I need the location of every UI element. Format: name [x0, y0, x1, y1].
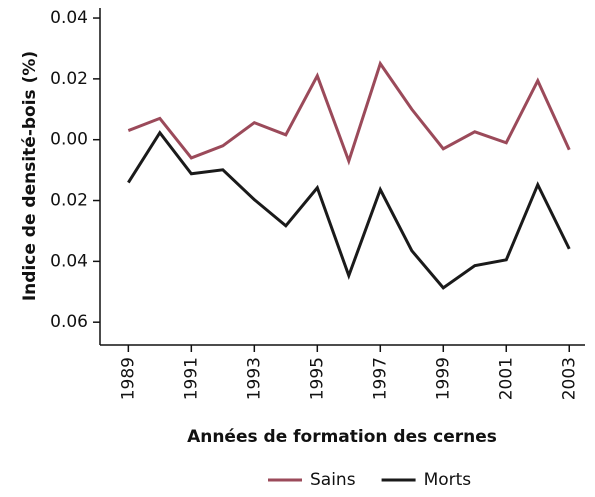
y-tick-label: 0.06	[50, 312, 88, 332]
x-axis-title: Années de formation des cernes	[187, 427, 497, 447]
x-tick-label: 1989	[118, 357, 138, 400]
y-tick-label: 0.02	[50, 69, 88, 89]
x-tick-label: 1997	[370, 357, 390, 400]
y-tick-label: 0.00	[50, 130, 88, 150]
x-tick-label: 1999	[433, 357, 453, 400]
series-line	[127, 60, 571, 166]
series-line	[127, 130, 571, 290]
x-tick-label: 1995	[307, 357, 327, 400]
y-tick-label: 0.04	[50, 8, 88, 28]
x-tick-label: 1991	[181, 357, 201, 400]
y-tick-label: 0.02	[50, 191, 88, 211]
y-axis-title: Indice de densité-bois (%)	[20, 51, 40, 301]
legend-label: Sains	[310, 470, 356, 490]
x-tick-label: 1993	[244, 357, 264, 400]
y-tick-label: 0.04	[50, 251, 88, 271]
x-tick-label: 2001	[496, 357, 516, 400]
x-tick-label: 2003	[559, 357, 579, 400]
legend-label: Morts	[424, 470, 472, 490]
